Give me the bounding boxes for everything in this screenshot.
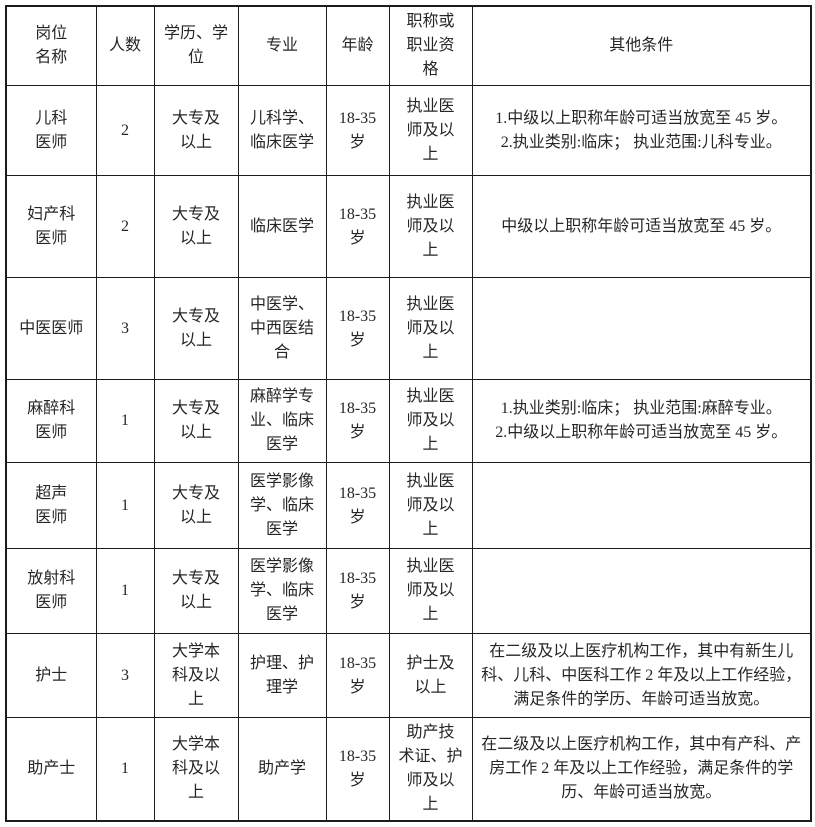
table-row-pediatrician: 儿科 医师 2 大专及 以上 儿科学、 临床医学 18-35 岁 执业医 师及以…: [5, 85, 812, 176]
cell-education: 大专及 以上: [153, 85, 239, 176]
cell-other-conditions: 1.中级以上职称年龄可适当放宽至 45 岁。 2.执业类别:临床； 执业范围:儿…: [471, 85, 812, 176]
cell-position: 妇产科 医师: [5, 175, 97, 278]
cell-other-conditions: [471, 462, 812, 549]
cell-major: 儿科学、 临床医学: [237, 85, 327, 176]
cell-headcount: 2: [95, 175, 155, 278]
cell-position: 放射科 医师: [5, 548, 97, 634]
cell-headcount: 2: [95, 85, 155, 176]
cell-major: 医学影像 学、临床 医学: [237, 462, 327, 549]
cell-other-conditions: [471, 277, 812, 380]
cell-education: 大专及 以上: [153, 175, 239, 278]
cell-other-conditions: 中级以上职称年龄可适当放宽至 45 岁。: [471, 175, 812, 278]
col-header-qualification: 职称或 职业资 格: [388, 5, 473, 86]
cell-major: 中医学、 中西医结 合: [237, 277, 327, 380]
cell-age: 18-35 岁: [325, 548, 390, 634]
col-header-age: 年龄: [325, 5, 390, 86]
cell-qualification: 执业医 师及以 上: [388, 175, 473, 278]
cell-major: 助产学: [237, 717, 327, 822]
cell-other-conditions: 在二级及以上医疗机构工作，其中有产科、产房工作 2 年及以上工作经验，满足条件的…: [471, 717, 812, 822]
cell-age: 18-35 岁: [325, 633, 390, 718]
cell-position: 麻醉科 医师: [5, 379, 97, 463]
table-row-midwife: 助产士 1 大学本 科及以 上 助产学 18-35 岁 助产技 术证、护 师及以…: [5, 717, 812, 822]
cell-age: 18-35 岁: [325, 462, 390, 549]
cell-qualification: 护士及 以上: [388, 633, 473, 718]
cell-headcount: 1: [95, 717, 155, 822]
cell-qualification: 助产技 术证、护 师及以 上: [388, 717, 473, 822]
cell-other-conditions: [471, 548, 812, 634]
cell-headcount: 1: [95, 462, 155, 549]
recruitment-table: 岗位 名称 人数 学历、学 位 专业 年龄 职称或 职业资 格 其他条件 儿科 …: [5, 5, 812, 822]
cell-qualification: 执业医 师及以 上: [388, 379, 473, 463]
cell-position: 儿科 医师: [5, 85, 97, 176]
cell-headcount: 3: [95, 277, 155, 380]
cell-headcount: 3: [95, 633, 155, 718]
cell-qualification: 执业医 师及以 上: [388, 462, 473, 549]
cell-position: 中医医师: [5, 277, 97, 380]
cell-major: 临床医学: [237, 175, 327, 278]
col-header-headcount: 人数: [95, 5, 155, 86]
cell-education: 大专及 以上: [153, 379, 239, 463]
cell-education: 大学本 科及以 上: [153, 717, 239, 822]
cell-major: 护理、护 理学: [237, 633, 327, 718]
col-header-major: 专业: [237, 5, 327, 86]
cell-major: 麻醉学专 业、临床 医学: [237, 379, 327, 463]
cell-age: 18-35 岁: [325, 717, 390, 822]
header-row: 岗位 名称 人数 学历、学 位 专业 年龄 职称或 职业资 格 其他条件: [5, 5, 812, 86]
table-row-radiologist: 放射科 医师 1 大专及 以上 医学影像 学、临床 医学 18-35 岁 执业医…: [5, 548, 812, 634]
cell-qualification: 执业医 师及以 上: [388, 277, 473, 380]
table-row-anesthesiologist: 麻醉科 医师 1 大专及 以上 麻醉学专 业、临床 医学 18-35 岁 执业医…: [5, 379, 812, 463]
cell-age: 18-35 岁: [325, 85, 390, 176]
cell-position: 护士: [5, 633, 97, 718]
cell-age: 18-35 岁: [325, 379, 390, 463]
cell-qualification: 执业医 师及以 上: [388, 548, 473, 634]
col-header-other-conditions: 其他条件: [471, 5, 812, 86]
cell-age: 18-35 岁: [325, 175, 390, 278]
table-row-ultrasound-physician: 超声 医师 1 大专及 以上 医学影像 学、临床 医学 18-35 岁 执业医 …: [5, 462, 812, 549]
cell-education: 大专及 以上: [153, 462, 239, 549]
table-row-obstetrician: 妇产科 医师 2 大专及 以上 临床医学 18-35 岁 执业医 师及以 上 中…: [5, 175, 812, 278]
cell-headcount: 1: [95, 379, 155, 463]
cell-major: 医学影像 学、临床 医学: [237, 548, 327, 634]
cell-education: 大专及 以上: [153, 548, 239, 634]
col-header-position-name: 岗位 名称: [5, 5, 97, 86]
cell-other-conditions: 在二级及以上医疗机构工作，其中有新生儿科、儿科、中医科工作 2 年及以上工作经验…: [471, 633, 812, 718]
cell-education: 大专及 以上: [153, 277, 239, 380]
cell-position: 助产士: [5, 717, 97, 822]
cell-qualification: 执业医 师及以 上: [388, 85, 473, 176]
cell-position: 超声 医师: [5, 462, 97, 549]
cell-headcount: 1: [95, 548, 155, 634]
table-row-tcm-physician: 中医医师 3 大专及 以上 中医学、 中西医结 合 18-35 岁 执业医 师及…: [5, 277, 812, 380]
table-row-nurse: 护士 3 大学本 科及以 上 护理、护 理学 18-35 岁 护士及 以上 在二…: [5, 633, 812, 718]
cell-age: 18-35 岁: [325, 277, 390, 380]
col-header-education-degree: 学历、学 位: [153, 5, 239, 86]
cell-education: 大学本 科及以 上: [153, 633, 239, 718]
cell-other-conditions: 1.执业类别:临床； 执业范围:麻醉专业。 2.中级以上职称年龄可适当放宽至 4…: [471, 379, 812, 463]
